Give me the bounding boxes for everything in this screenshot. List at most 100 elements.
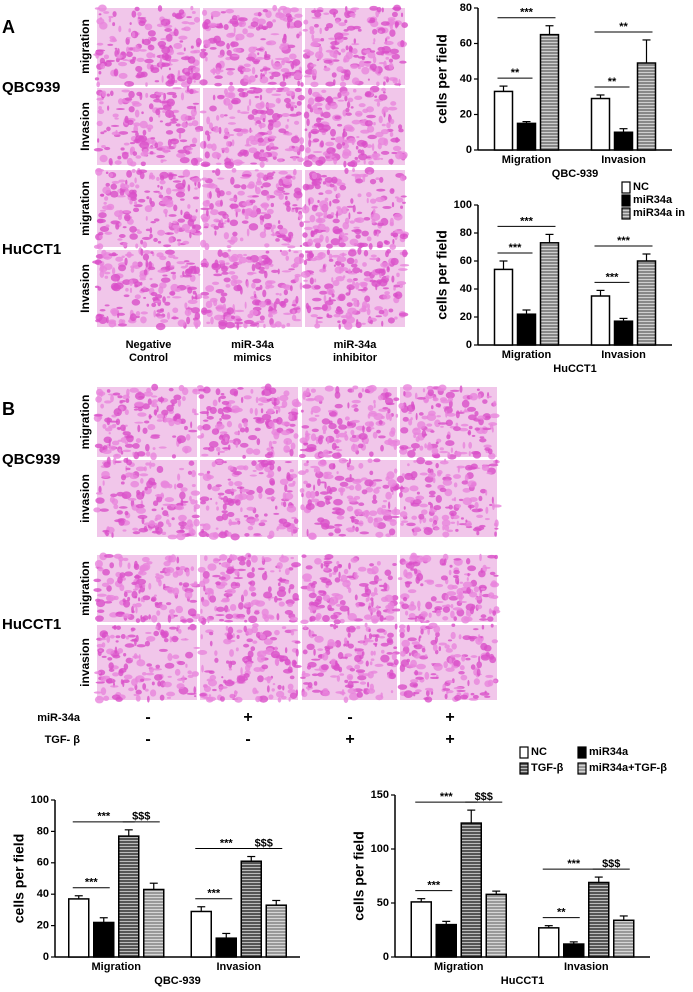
cell <box>473 695 479 699</box>
cell <box>408 637 417 641</box>
cell <box>300 488 305 493</box>
cell <box>98 71 101 74</box>
cell <box>122 679 129 683</box>
cell <box>215 502 217 505</box>
cell <box>181 123 187 127</box>
cell <box>276 410 278 414</box>
cell <box>133 531 141 534</box>
cell <box>216 527 219 529</box>
cell <box>304 111 309 118</box>
cell <box>116 612 125 615</box>
cell <box>185 264 188 267</box>
cell <box>378 395 384 400</box>
cell <box>126 398 130 403</box>
cell <box>391 690 393 693</box>
bar <box>592 99 610 150</box>
cell <box>210 407 217 414</box>
cell <box>244 64 251 68</box>
cell <box>176 261 185 264</box>
cell <box>425 654 428 657</box>
cell <box>103 202 106 205</box>
cell <box>285 132 292 135</box>
cell <box>97 594 107 597</box>
cell <box>361 67 369 75</box>
significance-label: *** <box>567 858 581 870</box>
cell <box>294 121 299 125</box>
cell <box>374 404 376 409</box>
cell <box>234 322 243 325</box>
cell <box>104 554 114 558</box>
cell <box>140 249 143 256</box>
cell <box>144 526 148 531</box>
cell <box>259 301 266 307</box>
cell <box>459 499 463 501</box>
cell <box>171 272 176 274</box>
cell <box>297 81 300 87</box>
cell <box>444 558 447 564</box>
cell <box>316 118 323 120</box>
cell <box>417 421 426 429</box>
cell <box>232 54 240 56</box>
cell <box>277 598 282 601</box>
cell <box>276 527 279 531</box>
y-tick-label: 80 <box>460 227 472 239</box>
cell <box>382 407 388 410</box>
cell <box>120 184 129 190</box>
cell <box>278 697 282 702</box>
cell <box>318 437 323 445</box>
cell <box>180 619 187 622</box>
micrograph <box>94 168 202 250</box>
cell <box>325 158 333 161</box>
cell <box>100 638 107 640</box>
bar <box>266 905 286 957</box>
cell <box>166 34 173 42</box>
cell <box>228 479 231 481</box>
cell <box>314 123 323 127</box>
cell <box>197 650 207 655</box>
cell <box>354 96 362 100</box>
cell <box>400 40 404 47</box>
cell <box>400 206 403 209</box>
cell <box>428 472 436 477</box>
cell <box>242 68 251 72</box>
cell <box>234 569 239 576</box>
cell <box>251 21 259 27</box>
cell <box>110 494 117 498</box>
cell <box>99 650 102 652</box>
cell <box>462 635 471 640</box>
cell <box>358 502 364 506</box>
cell <box>166 130 173 135</box>
cell <box>226 191 232 195</box>
cell <box>271 448 273 451</box>
cell <box>314 205 319 207</box>
cell <box>282 270 292 272</box>
cell <box>371 213 381 221</box>
cell <box>188 56 196 64</box>
cell <box>336 143 342 150</box>
cell <box>454 687 463 690</box>
cell <box>255 169 259 171</box>
cell <box>195 293 197 300</box>
cell <box>145 689 149 692</box>
cell <box>169 222 172 227</box>
cell <box>216 506 219 510</box>
cell <box>124 294 130 297</box>
cell <box>104 400 112 403</box>
cell <box>232 232 237 237</box>
cell <box>473 628 479 630</box>
cell <box>331 212 335 216</box>
cell <box>276 293 280 295</box>
cell <box>246 661 252 667</box>
cell <box>396 197 403 202</box>
cell <box>217 95 224 99</box>
cell <box>307 584 311 589</box>
cell <box>140 282 142 286</box>
cell <box>152 531 160 534</box>
cell <box>246 638 253 642</box>
cell <box>379 310 385 314</box>
cell <box>299 221 304 227</box>
cell <box>227 71 234 76</box>
cell <box>252 279 261 284</box>
micrograph <box>300 623 400 703</box>
cell <box>227 218 229 223</box>
